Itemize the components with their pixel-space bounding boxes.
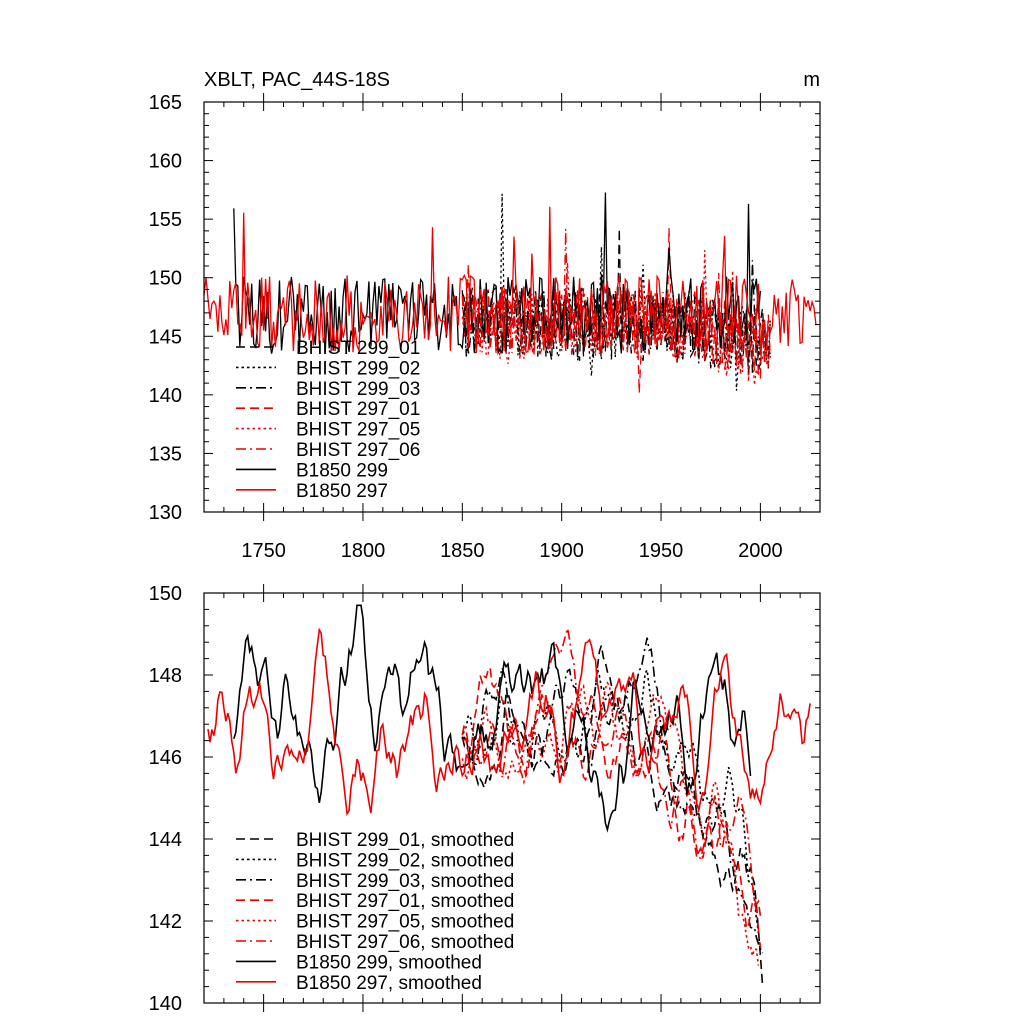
series-line-1 xyxy=(461,645,764,984)
legend-label: B1850 297, smoothed xyxy=(296,973,482,994)
legend-label: BHIST 297_06 xyxy=(296,440,420,461)
legend-label: BHIST 297_05 xyxy=(296,420,420,441)
legend-label: B1850 299 xyxy=(296,460,388,481)
series-line-7 xyxy=(233,604,752,833)
y-tick-label: 146 xyxy=(149,747,182,769)
legend-label: B1850 297 xyxy=(296,481,388,502)
legend-label: BHIST 299_02, smoothed xyxy=(296,850,514,871)
y-tick-label: 144 xyxy=(149,829,182,851)
series-line-5 xyxy=(461,681,760,966)
y-tick-label: 150 xyxy=(149,268,182,290)
y-tick-label: 155 xyxy=(149,209,182,231)
y-tick-label: 145 xyxy=(149,326,182,348)
series-line-8 xyxy=(207,627,811,817)
x-tick-label: 1950 xyxy=(639,540,684,562)
top-series-lines xyxy=(203,192,817,393)
y-tick-label: 160 xyxy=(149,151,182,173)
y-tick-label: 140 xyxy=(149,993,182,1015)
y-tick-label: 140 xyxy=(149,385,182,407)
legend-label: BHIST 299_01 xyxy=(296,338,420,359)
chart-title: XBLT, PAC_44S-18S xyxy=(204,69,390,91)
bottom-panel: 140 142 144 146 148 150 BHIST 299_01, smoothe… xyxy=(149,583,821,1015)
series-line-2 xyxy=(461,193,771,391)
legend-label: BHIST 297_05, smoothed xyxy=(296,912,514,933)
y-tick-label: 142 xyxy=(149,911,182,933)
legend-label: BHIST 299_03 xyxy=(296,379,420,400)
series-line-4 xyxy=(462,665,762,931)
y-tick-label: 165 xyxy=(149,92,182,114)
top-axes: 1750 1800 1850 1900 1950 2000 130 135 140 145 150 1… xyxy=(149,92,821,562)
top-panel: XBLT, PAC_44S-18S m 1750 1800 1850 1900 1950… xyxy=(149,69,821,562)
legend-label: BHIST 297_01 xyxy=(296,399,420,420)
legend-label: BHIST 299_02 xyxy=(296,358,420,379)
y-tick-label: 130 xyxy=(149,502,182,524)
y-tick-label: 148 xyxy=(149,665,182,687)
legend-label: BHIST 299_03, smoothed xyxy=(296,871,514,892)
series-line-7 xyxy=(233,192,762,356)
series-line-8 xyxy=(203,206,817,353)
plot-frame xyxy=(203,592,821,1004)
plot-frame xyxy=(203,101,821,513)
legend-label: BHIST 299_01, smoothed xyxy=(296,830,514,851)
x-tick-label: 2000 xyxy=(738,540,783,562)
bottom-series-lines xyxy=(207,604,811,984)
legend-label: BHIST 297_01, smoothed xyxy=(296,891,514,912)
units-label: m xyxy=(803,69,820,91)
x-tick-label: 1750 xyxy=(241,540,286,562)
bottom-axes: 140 142 144 146 148 150 xyxy=(149,583,821,1015)
y-tick-label: 135 xyxy=(149,443,182,465)
y-tick-label: 150 xyxy=(149,583,182,605)
x-tick-label: 1900 xyxy=(539,540,584,562)
series-line-2 xyxy=(461,667,764,954)
series-line-3 xyxy=(461,637,763,953)
legend-label: B1850 299, smoothed xyxy=(296,952,482,973)
x-tick-label: 1850 xyxy=(440,540,485,562)
x-tick-label: 1800 xyxy=(341,540,386,562)
legend-label: BHIST 297_06, smoothed xyxy=(296,932,514,953)
